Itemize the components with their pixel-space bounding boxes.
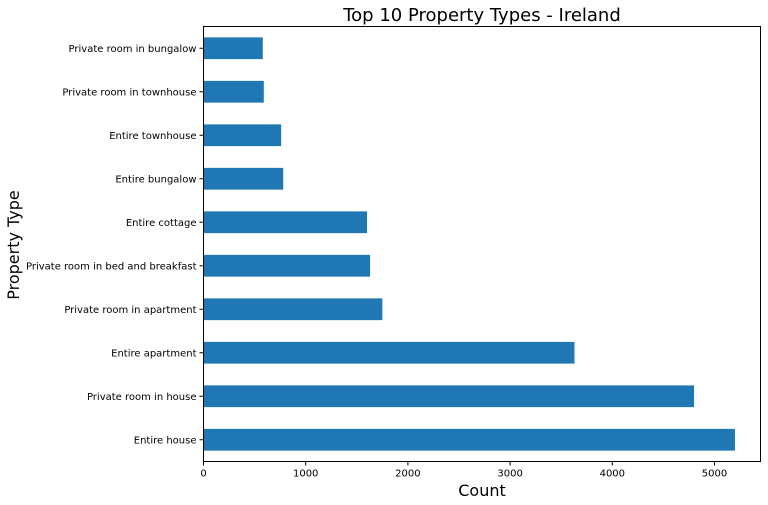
x-tick-label: 2000 (395, 469, 420, 480)
bars-group (203, 37, 735, 451)
bar (203, 298, 383, 321)
bar (203, 167, 284, 190)
y-tick-label: Private room in townhouse (62, 87, 196, 98)
bar (203, 428, 735, 451)
y-ticks-group: Entire house Private room in house Entire … (26, 44, 204, 446)
bar (203, 37, 263, 60)
y-tick-label: Entire apartment (111, 348, 196, 359)
x-tick-label: 5000 (702, 469, 727, 480)
y-tick-label: Private room in apartment (64, 305, 196, 316)
bar (203, 254, 371, 277)
y-tick-label: Entire cottage (126, 218, 197, 229)
bar (203, 124, 282, 147)
x-tick-label: 1000 (293, 469, 318, 480)
y-tick-label: Private room in bed and breakfast (26, 261, 197, 272)
x-tick-label: 0 (200, 469, 206, 480)
y-axis-label: Property Type (4, 190, 23, 300)
y-tick-label: Private room in house (87, 392, 197, 403)
x-axis-label: Count (458, 481, 506, 500)
x-tick-label: 4000 (600, 469, 625, 480)
y-tick-label: Entire bungalow (115, 174, 196, 185)
y-tick-label: Entire townhouse (109, 131, 196, 142)
chart-title: Top 10 Property Types - Ireland (342, 5, 621, 26)
plot-frame (203, 26, 761, 462)
x-tick-label: 3000 (497, 469, 522, 480)
bar (203, 385, 695, 408)
x-ticks-group: 0 1000 2000 3000 4000 5000 (200, 461, 727, 480)
y-tick-label: Private room in bungalow (69, 44, 197, 55)
bar (203, 341, 575, 364)
bar (203, 211, 368, 234)
bar (203, 80, 264, 103)
y-tick-label: Entire house (134, 435, 197, 446)
